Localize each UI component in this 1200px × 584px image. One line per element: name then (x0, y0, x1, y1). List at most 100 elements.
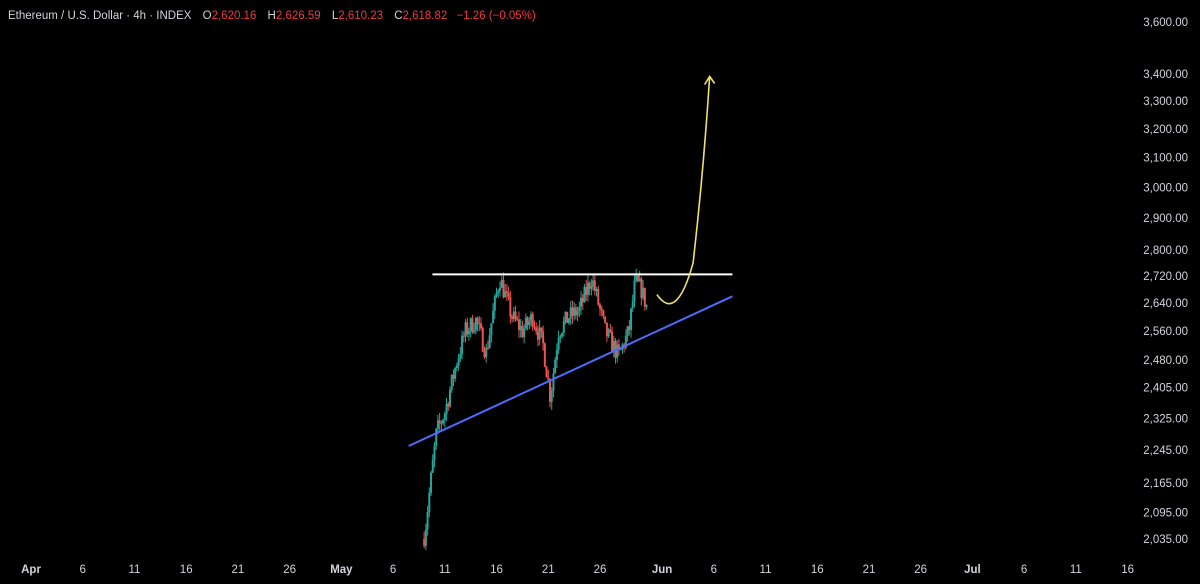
candle-down (599, 304, 601, 309)
candle-up (626, 326, 629, 336)
candle-down (545, 366, 548, 378)
price-tick-label: 2,720.00 (1143, 271, 1188, 283)
candle-down (440, 423, 443, 425)
candle-up (519, 326, 522, 331)
time-tick-label: Apr (21, 564, 41, 576)
price-tick-label: 2,035.00 (1143, 534, 1188, 546)
candle-up (630, 308, 633, 331)
close-value: 2,618.82 (402, 10, 448, 22)
candle-up (464, 322, 467, 337)
candle-down (521, 326, 524, 338)
candle-down (502, 279, 505, 298)
candle-up (469, 318, 472, 331)
time-axis[interactable]: Apr 6 11 16 21 26 May 6 11 16 21 26 Jun 6 11 16 21 26 Jul 6… (21, 564, 1134, 576)
price-tick-label: 2,900.00 (1143, 213, 1188, 225)
open-label: O (202, 10, 212, 22)
candle-down (547, 377, 550, 380)
candle-down (549, 379, 551, 402)
candle-down (581, 297, 584, 303)
candle-down (481, 328, 484, 352)
price-tick-label: 3,600.00 (1143, 17, 1188, 29)
candle-down (588, 282, 591, 289)
high-value: 2,626.59 (275, 10, 321, 22)
high-label: H (267, 10, 276, 22)
time-tick-label: 21 (863, 564, 876, 576)
candle-down (574, 307, 577, 316)
candle-up (449, 389, 451, 407)
candle-up (430, 472, 433, 493)
price-axis[interactable]: 3,600.00 3,400.00 3,300.00 3,200.00 3,100.00… (1143, 17, 1188, 546)
candle-down (511, 316, 514, 320)
candle-up (586, 282, 589, 296)
price-tick-label: 2,165.00 (1143, 478, 1188, 490)
candle-up (530, 314, 533, 322)
time-tick-label: 11 (1070, 564, 1082, 576)
candle-down (517, 319, 520, 331)
candle-up (524, 317, 527, 329)
candle-up (554, 360, 557, 374)
candle-down (462, 335, 465, 337)
candle-up (495, 293, 498, 296)
candle-up (500, 279, 503, 288)
time-tick-label: 16 (811, 564, 824, 576)
candle-down (540, 327, 543, 332)
candle-up (624, 335, 627, 348)
projection-arrow-path[interactable] (656, 76, 711, 305)
candle-up (431, 459, 434, 473)
time-tick-label: 6 (390, 564, 396, 576)
candle-up (473, 330, 476, 333)
candle-down (611, 331, 614, 352)
candle-down (531, 314, 534, 327)
candle-down (566, 311, 569, 324)
candle-down (617, 344, 620, 350)
candle-down (476, 317, 479, 324)
price-tick-label: 2,325.00 (1143, 413, 1188, 425)
candle-up (559, 336, 562, 338)
price-tick-label: 3,200.00 (1143, 124, 1188, 136)
candle-down (486, 347, 489, 349)
candle-up (461, 335, 464, 355)
candle-down (505, 291, 508, 293)
candle-down (628, 326, 631, 331)
candle-up (459, 354, 462, 359)
candle-up (619, 349, 622, 351)
arrowhead-icon[interactable] (703, 75, 716, 85)
candle-down (597, 289, 600, 305)
candle-down (536, 331, 539, 340)
candle-up (492, 310, 495, 324)
candle-up (645, 305, 648, 307)
drawings-layer[interactable] (408, 75, 733, 447)
candle-up (523, 328, 526, 338)
candle-down (605, 322, 608, 337)
price-tick-label: 2,095.00 (1143, 508, 1188, 520)
candle-up (557, 337, 560, 350)
candle-up (455, 365, 458, 369)
candle-up (633, 280, 636, 302)
candle-down (483, 351, 486, 358)
candle-down (507, 292, 510, 297)
candle-up (426, 512, 429, 530)
change-value: −1.26 (−0.05%) (456, 10, 536, 22)
symbol-title[interactable]: Ethereum / U.S. Dollar · 4h · INDEX (8, 10, 192, 22)
candle-down (533, 326, 536, 328)
candle-up (474, 317, 477, 331)
candle-up (612, 340, 615, 352)
candle-up (467, 330, 470, 335)
candle-down (516, 319, 519, 321)
candle-up (564, 311, 567, 322)
candle-up (436, 420, 439, 429)
candle-up (573, 307, 576, 316)
time-tick-label: 21 (542, 564, 555, 576)
candle-up (550, 390, 553, 402)
candle-up (478, 323, 481, 325)
chart-header: Ethereum / U.S. Dollar · 4h · INDEX O 2,6… (8, 10, 536, 22)
support-trendline[interactable] (408, 295, 733, 447)
candle-up (607, 329, 610, 337)
candle-up (642, 287, 645, 298)
candle-down (471, 318, 474, 333)
candle-down (535, 327, 538, 332)
candle-up (512, 311, 515, 320)
time-tick-label: 11 (129, 564, 141, 576)
candle-up (592, 280, 595, 287)
